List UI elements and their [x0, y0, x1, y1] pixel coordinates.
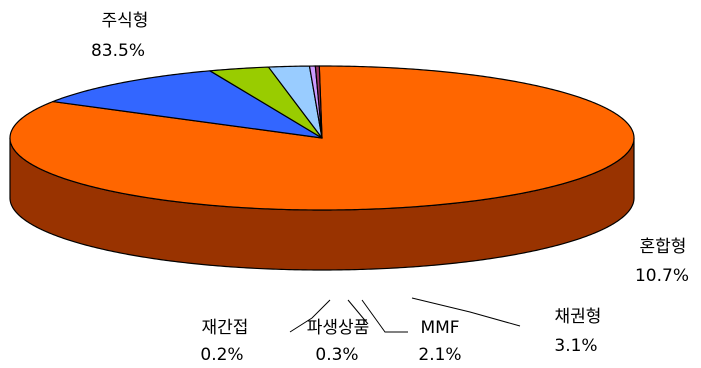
slice-label-fund-of-funds: 재간접	[202, 318, 249, 338]
slice-percent-bond: 3.1%	[554, 336, 597, 356]
slice-percent-derivatives: 0.3%	[315, 345, 358, 365]
pie-slice-mmf	[267, 65, 323, 139]
leader-fund-of-funds	[289, 299, 331, 333]
leader-mmf	[361, 299, 408, 333]
slice-label-mmf: MMF	[420, 318, 459, 338]
slice-percent-mixed: 10.7%	[635, 266, 689, 286]
slice-label-bond: 채권형	[555, 307, 602, 327]
leader-lines	[289, 297, 521, 333]
slice-label-derivatives: 파생상품	[307, 318, 370, 338]
slice-label-mixed: 혼합형	[640, 237, 687, 257]
pie-slice-bond	[209, 66, 323, 139]
slice-percent-equity: 83.5%	[91, 41, 145, 61]
slice-percent-mmf: 2.1%	[418, 345, 461, 365]
leader-bond	[411, 297, 521, 327]
pie-slice-mixed	[52, 70, 323, 139]
slice-percent-fund-of-funds: 0.2%	[200, 345, 243, 365]
slice-label-equity: 주식형	[102, 11, 149, 31]
leader-derivatives	[347, 299, 369, 325]
pie-slice-fund-of-funds	[314, 65, 323, 139]
pie-tops	[9, 65, 635, 211]
